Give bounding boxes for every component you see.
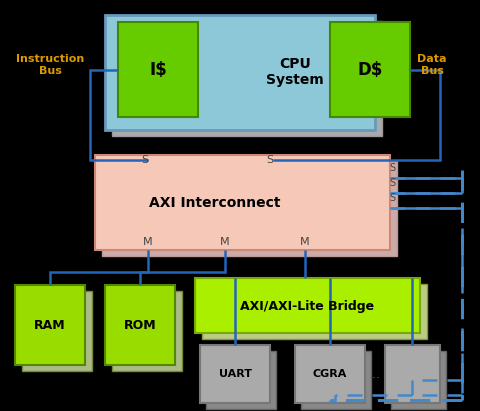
Text: RAM: RAM	[34, 319, 66, 332]
Bar	[112, 21, 382, 136]
Text: S: S	[389, 178, 395, 188]
Text: S: S	[389, 163, 395, 173]
Bar	[391, 351, 446, 409]
Text: S: S	[142, 155, 149, 165]
Text: Instruction
Bus: Instruction Bus	[16, 54, 84, 76]
Text: I$: I$	[149, 61, 167, 79]
Text: ROM: ROM	[124, 319, 156, 332]
Bar	[195, 278, 420, 333]
Bar	[95, 155, 390, 250]
Bar	[105, 15, 375, 130]
Text: D$: D$	[357, 61, 383, 79]
Text: AXI/AXI-Lite Bridge: AXI/AXI-Lite Bridge	[240, 300, 374, 312]
Bar	[295, 345, 365, 403]
Text: AXI Interconnect: AXI Interconnect	[149, 196, 281, 210]
Text: M: M	[143, 237, 153, 247]
Bar	[118, 22, 198, 117]
Bar	[206, 351, 276, 409]
Bar	[102, 161, 397, 256]
Bar	[22, 291, 92, 371]
Bar	[112, 291, 182, 371]
Text: S: S	[389, 193, 395, 203]
Text: UART: UART	[218, 369, 252, 379]
Bar	[15, 285, 85, 365]
Bar	[105, 285, 175, 365]
Bar	[385, 345, 440, 403]
Text: ...: ...	[369, 367, 381, 381]
Text: CGRA: CGRA	[313, 369, 347, 379]
Bar	[330, 22, 410, 117]
Bar	[301, 351, 371, 409]
Text: M: M	[220, 237, 230, 247]
Bar	[202, 284, 427, 339]
Text: CPU
System: CPU System	[266, 57, 324, 87]
Text: Data
Bus: Data Bus	[417, 54, 447, 76]
Text: M: M	[300, 237, 310, 247]
Text: S: S	[266, 155, 274, 165]
Bar	[200, 345, 270, 403]
